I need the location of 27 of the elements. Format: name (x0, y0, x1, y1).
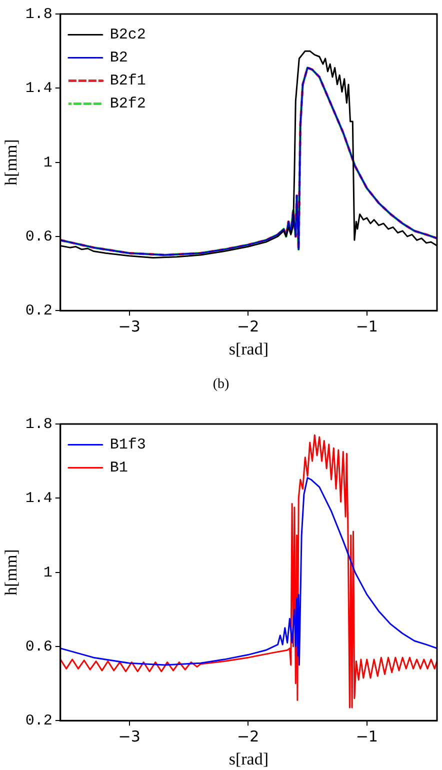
x-tick-label: −3 (118, 317, 140, 336)
y-tick-label: 1.8 (25, 416, 52, 433)
y-tick-label: 1.4 (25, 80, 52, 98)
legend-label: B2f1 (110, 72, 146, 90)
x-tick-label: −3 (118, 727, 140, 746)
y-tick-label: 0.6 (25, 638, 52, 656)
y-tick-label: 0.2 (25, 712, 52, 730)
legend-label: B2 (110, 50, 128, 67)
y-axis-title: h[mm] (2, 549, 21, 596)
legend-label: B2c2 (110, 26, 146, 44)
x-tick-label: −1 (356, 727, 378, 746)
x-tick-label: −2 (237, 317, 260, 336)
text: (b) (212, 376, 230, 394)
x-axis-title: s[rad] (228, 749, 269, 768)
y-tick-label: 0.6 (25, 228, 52, 246)
y-tick-label: 1 (43, 564, 52, 582)
y-tick-label: 1.4 (25, 490, 52, 508)
y-tick-label: 1 (43, 154, 52, 172)
y-tick-label: 1.8 (25, 6, 52, 23)
y-tick-label: 0.2 (25, 302, 52, 320)
x-tick-label: −2 (237, 727, 260, 746)
legend-label: B2f2 (110, 96, 146, 113)
legend-label: B1 (110, 460, 128, 477)
x-axis-title: s[rad] (228, 339, 269, 358)
x-tick-label: −1 (356, 317, 378, 336)
legend-label: B1f3 (110, 436, 146, 454)
y-axis-title: h[mm] (2, 139, 21, 186)
